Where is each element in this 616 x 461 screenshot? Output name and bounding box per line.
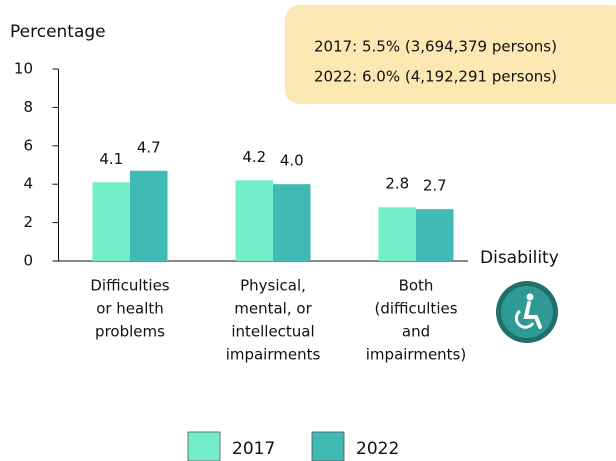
value-label: 4.1 [99, 150, 123, 168]
y-tick-label: 6 [23, 136, 33, 154]
bar [416, 209, 454, 261]
x-tick-label: and [402, 323, 430, 341]
x-tick-label: problems [95, 323, 165, 341]
value-label: 4.2 [242, 148, 266, 166]
bar [273, 184, 311, 261]
x-tick-label: impairments [226, 346, 321, 364]
y-tick-label: 0 [23, 252, 33, 270]
value-label: 4.0 [280, 152, 304, 170]
legend-swatch [311, 431, 345, 461]
legend-label: 2017 [232, 439, 275, 459]
x-tick-label: Both [399, 277, 434, 295]
x-tick-label: intellectual [231, 323, 314, 341]
y-axis-label: Percentage [10, 22, 106, 42]
y-tick-label: 4 [23, 175, 33, 193]
disability-icon [496, 281, 558, 343]
x-tick-label: Physical, [240, 277, 306, 295]
y-tick-label: 2 [23, 213, 33, 231]
bar [130, 170, 168, 261]
y-tick-label: 8 [23, 98, 33, 116]
value-label: 4.7 [137, 138, 161, 156]
x-tick-label: (difficulties [374, 300, 457, 318]
bar [235, 180, 273, 261]
annotation-box [285, 5, 616, 104]
annotation: 2017: 5.5% (3,694,379 persons) [314, 38, 557, 56]
x-tick-label: Difficulties [90, 277, 169, 295]
legend-swatch [187, 431, 221, 461]
x-tick-label: or health [96, 300, 164, 318]
x-tick-label: impairments) [366, 346, 466, 364]
legend-label: 2022 [356, 439, 399, 459]
x-axis-label: Disability [480, 248, 559, 268]
x-tick-label: mental, or [234, 300, 312, 318]
value-label: 2.7 [423, 177, 447, 195]
bar [92, 182, 130, 261]
bar [378, 207, 416, 261]
value-label: 2.8 [385, 175, 409, 193]
annotation: 2022: 6.0% (4,192,291 persons) [314, 68, 557, 86]
y-tick-label: 10 [14, 60, 33, 78]
